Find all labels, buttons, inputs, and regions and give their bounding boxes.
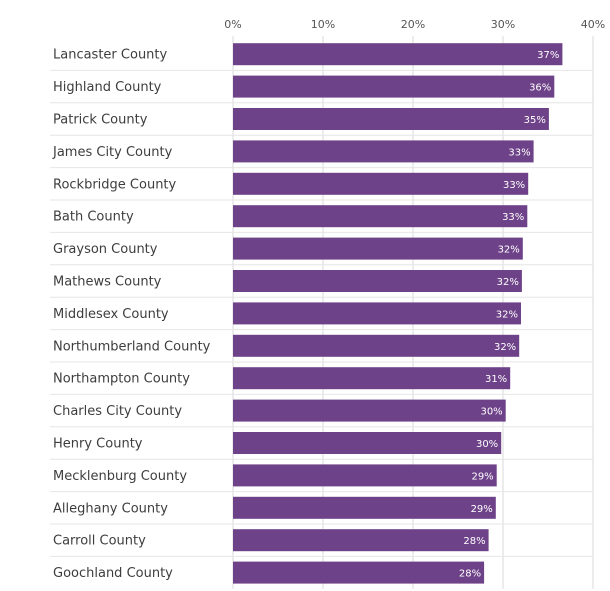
value-label: 35% (524, 115, 546, 126)
category-label: Northampton County (53, 372, 190, 387)
bar (233, 172, 529, 195)
value-label: 31% (485, 374, 507, 385)
bar (233, 496, 496, 519)
value-label: 30% (480, 407, 502, 418)
category-label: Henry County (53, 437, 143, 452)
x-tick-label: 10% (311, 18, 335, 31)
value-label: 32% (494, 342, 516, 353)
category-label: Middlesex County (53, 307, 169, 322)
category-label: Bath County (53, 210, 134, 225)
category-label: Lancaster County (53, 48, 168, 63)
value-label: 33% (502, 212, 524, 223)
bar (233, 561, 485, 584)
category-label: Goochland County (53, 566, 173, 581)
category-label: Alleghany County (53, 501, 168, 516)
value-label: 37% (537, 50, 559, 61)
category-labels: Lancaster County Highland County Patrick C… (52, 48, 211, 581)
bar (233, 529, 489, 552)
bar (233, 75, 555, 98)
value-label: 32% (498, 245, 520, 256)
value-label: 32% (496, 309, 518, 320)
category-label: James City County (52, 145, 173, 160)
value-label: 32% (497, 277, 519, 288)
category-label: Carroll County (53, 534, 146, 549)
category-label: Charles City County (53, 404, 182, 419)
category-label: Mecklenburg County (53, 469, 187, 484)
category-label: Northumberland County (53, 339, 211, 354)
bar (233, 205, 528, 228)
row-separators (50, 69, 593, 557)
value-labels: 37% 36% 35% 33% 33% 33% 32% 32% 32% 32% 31% 30% 30% 2… (459, 50, 560, 579)
bar (233, 302, 521, 325)
value-label: 36% (529, 83, 551, 94)
value-label: 28% (463, 536, 485, 547)
value-label: 33% (508, 147, 530, 158)
bar (233, 270, 522, 292)
category-label: Highland County (53, 80, 162, 95)
bar (233, 237, 523, 260)
x-axis-ticks: 0% 10% 20% 30% 40% (224, 18, 605, 31)
value-label: 29% (471, 504, 493, 515)
value-label: 28% (459, 569, 481, 580)
x-tick-label: 30% (491, 18, 515, 31)
category-label: Patrick County (53, 113, 148, 128)
bar (233, 399, 506, 422)
bar (233, 140, 534, 163)
bars (233, 43, 563, 584)
bar (233, 108, 549, 130)
x-tick-label: 0% (224, 18, 241, 31)
category-label: Rockbridge County (53, 177, 177, 192)
value-label: 30% (476, 439, 498, 450)
x-tick-label: 20% (401, 18, 425, 31)
x-tick-label: 40% (581, 18, 605, 31)
value-label: 29% (471, 471, 493, 482)
category-label: Mathews County (53, 275, 162, 290)
value-label: 33% (503, 180, 525, 191)
bar (233, 43, 563, 66)
category-label: Grayson County (53, 242, 158, 257)
bar (233, 367, 511, 390)
bar (233, 464, 497, 487)
bar (233, 432, 502, 454)
bar (233, 334, 520, 357)
